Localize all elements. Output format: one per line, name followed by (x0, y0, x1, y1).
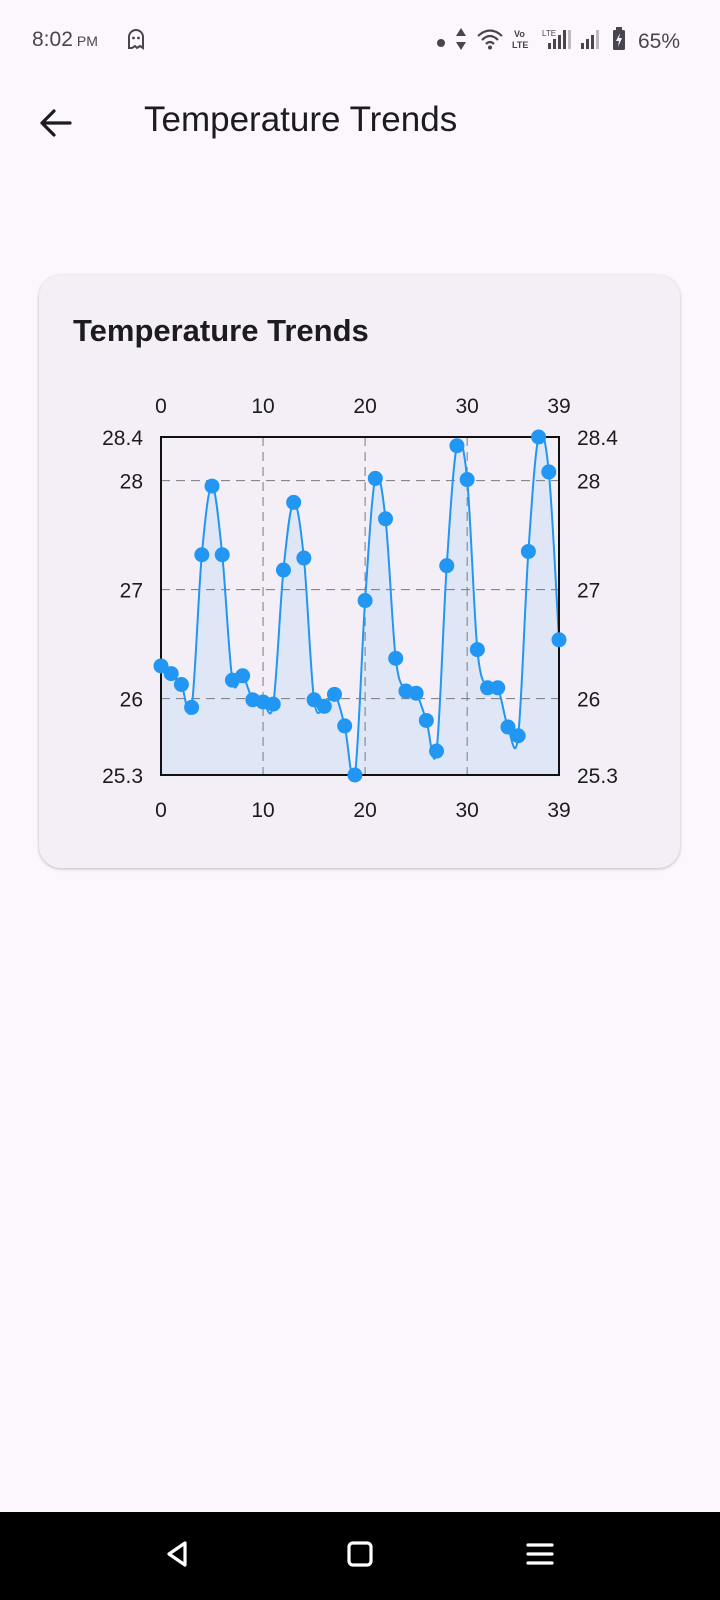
data-point (500, 719, 516, 735)
chart-card: Temperature Trends 0 0 10 10 20 20 30 30 39 39 25.… (39, 275, 680, 868)
data-point (316, 698, 332, 714)
data-point (235, 668, 251, 684)
status-time: 8:02 PM (32, 28, 98, 52)
data-point (520, 543, 536, 559)
data-point (337, 718, 353, 734)
page-title: Temperature Trends (144, 100, 458, 139)
status-bar: 8:02 PM Vo LTE LTE 65% (0, 0, 720, 80)
x-tick-label-top: 20 (353, 395, 376, 418)
status-time-ampm: PM (76, 33, 98, 49)
x-tick-label-top: 10 (251, 395, 274, 418)
data-arrows-icon (454, 27, 468, 57)
data-point (326, 686, 342, 702)
status-time-value: 8:02 (32, 28, 73, 51)
data-point (439, 558, 455, 574)
nav-recents-button[interactable] (516, 1532, 564, 1580)
chart-area-fill (161, 432, 559, 780)
y-tick-label-left: 28 (120, 471, 143, 494)
data-point (490, 680, 506, 696)
home-square-icon (345, 1539, 375, 1574)
svg-text:LTE: LTE (542, 29, 556, 38)
app-bar: Temperature Trends (0, 80, 720, 160)
dot-icon (436, 31, 446, 54)
data-point (184, 699, 200, 715)
wifi-icon (476, 28, 504, 56)
status-icons: Vo LTE LTE 65% (436, 27, 680, 57)
data-point (286, 494, 302, 510)
data-point (194, 547, 210, 563)
y-tick-label-right: 28.4 (577, 427, 618, 450)
y-tick-label-right: 26 (577, 689, 600, 712)
data-point (449, 438, 465, 454)
data-point (469, 642, 485, 658)
data-point (275, 562, 291, 578)
data-point (173, 677, 189, 693)
data-point (541, 464, 557, 480)
data-point (418, 712, 434, 728)
data-point (214, 547, 230, 563)
ghost-icon (126, 28, 146, 56)
volte-icon: Vo LTE (512, 28, 534, 56)
data-point (296, 550, 312, 566)
y-tick-label-right: 28 (577, 471, 600, 494)
data-point (551, 632, 567, 648)
data-point (510, 728, 526, 744)
y-tick-label-left: 27 (120, 580, 143, 603)
data-point (347, 767, 363, 783)
x-tick-label-top: 39 (547, 395, 570, 418)
lte-signal-icon: LTE (542, 27, 572, 57)
battery-charging-icon (612, 27, 626, 57)
data-point (408, 685, 424, 701)
data-point (367, 470, 383, 486)
back-triangle-icon (163, 1539, 193, 1574)
y-tick-label-right: 25.3 (577, 765, 618, 788)
data-point (265, 696, 281, 712)
y-tick-label-left: 28.4 (102, 427, 143, 450)
nav-home-button[interactable] (336, 1532, 384, 1580)
data-point (388, 650, 404, 666)
menu-lines-icon (525, 1539, 555, 1574)
chart-title: Temperature Trends (73, 313, 369, 348)
navigation-bar (0, 1512, 720, 1600)
y-tick-label-right: 27 (577, 580, 600, 603)
data-point (204, 478, 220, 494)
x-tick-label-bottom: 0 (155, 799, 167, 822)
x-tick-label-bottom: 30 (455, 799, 478, 822)
temperature-chart: 0 0 10 10 20 20 30 30 39 39 25.3 25.3 26 26 27 27 28 28 28… (102, 395, 618, 822)
data-point (378, 511, 394, 527)
svg-text:Vo: Vo (514, 29, 525, 39)
y-tick-label-left: 26 (120, 689, 143, 712)
data-point (163, 666, 179, 682)
battery-percentage: 65% (637, 30, 680, 53)
data-point (531, 429, 547, 445)
nav-back-button[interactable] (154, 1532, 202, 1580)
y-tick-label-left: 25.3 (102, 765, 143, 788)
arrow-left-icon (38, 108, 72, 143)
x-tick-label-top: 30 (455, 395, 478, 418)
x-tick-label-bottom: 20 (353, 799, 376, 822)
signal-icon (580, 27, 604, 57)
data-point (357, 593, 373, 609)
data-point (153, 658, 169, 674)
data-point (459, 472, 475, 488)
x-tick-label-bottom: 39 (547, 799, 570, 822)
back-button[interactable] (28, 98, 82, 152)
x-tick-label-bottom: 10 (251, 799, 274, 822)
svg-text:LTE: LTE (512, 40, 528, 50)
x-tick-label-top: 0 (155, 395, 167, 418)
data-point (429, 743, 445, 759)
